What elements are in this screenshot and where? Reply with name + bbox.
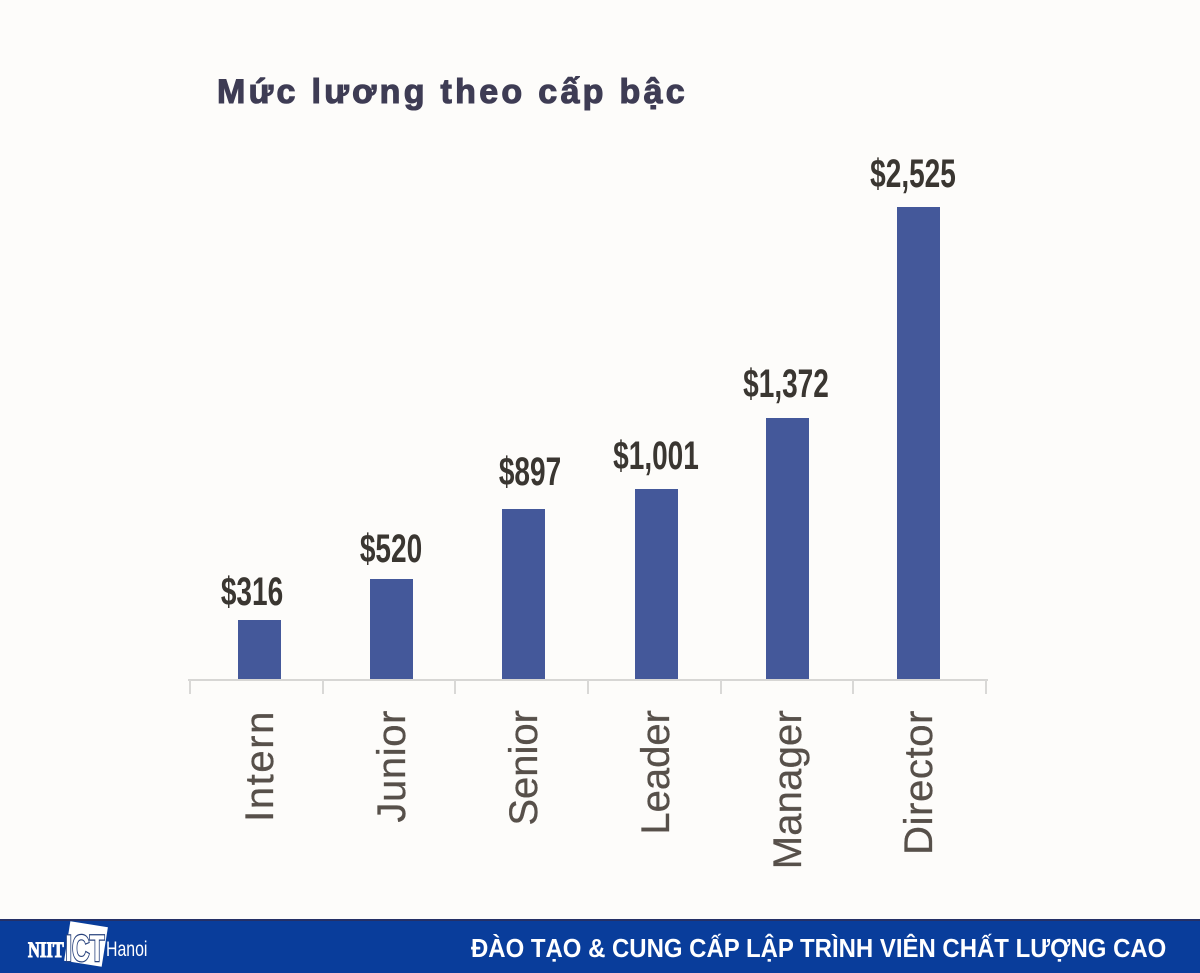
svg-text:ICT: ICT [65, 928, 104, 969]
